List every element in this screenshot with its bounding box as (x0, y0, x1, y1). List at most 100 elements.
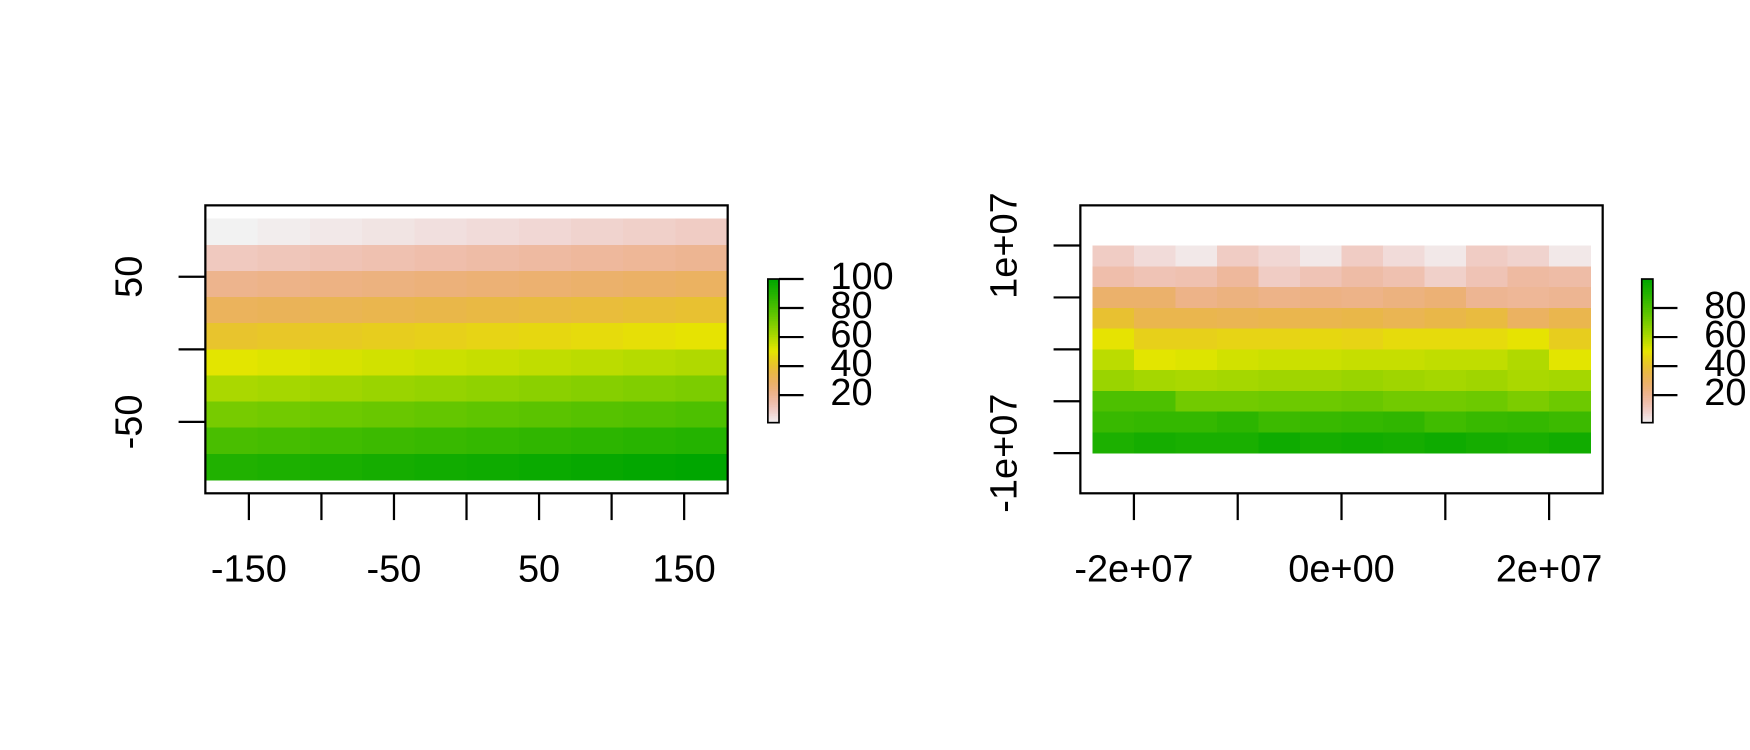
heatmap-cell (1507, 370, 1550, 392)
colorbar-swatch (767, 343, 780, 346)
colorbar-tick-label: 60 (1704, 314, 1746, 356)
heatmap-cell (309, 401, 363, 429)
colorbar-swatch (1641, 295, 1653, 298)
heatmap-cell (205, 323, 259, 350)
heatmap-cell (362, 218, 415, 246)
heatmap-cell (1299, 411, 1343, 433)
colorbar-swatch (1641, 316, 1653, 319)
colorbar-swatch (1641, 410, 1653, 413)
heatmap-cell (309, 453, 363, 481)
heatmap-cell (570, 218, 624, 246)
heatmap-cell (623, 349, 677, 377)
colorbar-swatch (1641, 293, 1653, 296)
heatmap-cell (1424, 390, 1467, 413)
heatmap-cell (518, 244, 572, 272)
heatmap-cell (623, 375, 677, 403)
heatmap-cell (1175, 245, 1218, 267)
colorbar-swatch (1641, 390, 1653, 393)
colorbar-tick-label: 20 (830, 372, 872, 414)
heatmap-cell (570, 453, 624, 481)
colorbar-swatch (767, 361, 780, 364)
colorbar-swatch (1641, 282, 1653, 285)
heatmap-cell (205, 244, 259, 272)
colorbar-swatch (1641, 338, 1653, 341)
heatmap-cell (1424, 266, 1467, 288)
heatmap-cell (466, 427, 520, 455)
heatmap-cell (1175, 390, 1218, 413)
colorbar-swatch (1641, 406, 1653, 409)
heatmap-cell (570, 270, 624, 298)
heatmap-cell (309, 270, 363, 298)
heatmap-cell (1383, 287, 1426, 309)
colorbar-swatch (767, 341, 780, 345)
colorbar-swatch (767, 318, 780, 321)
colorbar-swatch (767, 298, 780, 302)
colorbar-swatch (1641, 349, 1653, 352)
heatmap-cell (1466, 349, 1509, 371)
heatmap-cell (1092, 411, 1135, 433)
heatmap-cell (1133, 328, 1176, 350)
colorbar-swatch (767, 384, 780, 388)
heatmap-cell (675, 427, 729, 455)
heatmap-cell (205, 427, 259, 455)
colorbar-swatch (1641, 397, 1653, 400)
colorbar-swatch (1641, 377, 1653, 381)
colorbar-swatch (767, 375, 780, 379)
heatmap-cell (362, 375, 415, 403)
heatmap-cell (1424, 245, 1467, 267)
colorbar-swatch (1641, 358, 1653, 361)
colorbar-tick-label: 20 (1704, 372, 1746, 414)
heatmap-cell (1383, 432, 1426, 454)
colorbar-swatch (1641, 311, 1653, 314)
colorbar-swatch (1641, 325, 1653, 328)
colorbar-swatch (1641, 280, 1653, 284)
heatmap-cell (1466, 287, 1509, 309)
heatmap-cell (1507, 411, 1550, 433)
colorbar-swatch (767, 322, 780, 325)
colorbar-swatch (1641, 332, 1653, 336)
heatmap-cell (1507, 349, 1550, 371)
heatmap-cell (362, 349, 415, 377)
heatmap-cell (309, 244, 363, 272)
heatmap-cell (1549, 390, 1592, 413)
colorbar-swatch (767, 279, 780, 282)
heatmap-cell (257, 349, 311, 377)
colorbar-frame (1640, 278, 1654, 424)
colorbar-swatch (767, 352, 780, 355)
heatmap-cell (1549, 245, 1592, 267)
colorbar-swatch (1641, 343, 1653, 346)
heatmap-cell (466, 323, 520, 350)
colorbar-swatch (1641, 347, 1653, 350)
colorbar-swatch (1641, 329, 1653, 332)
heatmap-cell (1133, 307, 1176, 330)
y-tick-label: -1e+07 (984, 394, 1026, 513)
colorbar-swatch (767, 280, 780, 284)
heatmap-cell (1383, 370, 1426, 392)
colorbar-swatch (767, 296, 780, 300)
colorbar-swatch (767, 350, 780, 354)
heatmap-cell (1133, 349, 1176, 371)
heatmap-cell (1424, 370, 1467, 392)
colorbar-swatch (767, 406, 780, 409)
colorbar-swatch (767, 356, 780, 359)
heatmap-cell (414, 270, 468, 298)
colorbar-swatch (1641, 401, 1653, 404)
colorbar-swatch (1641, 411, 1653, 415)
heatmap-cell (414, 375, 468, 403)
heatmap-cell (1175, 287, 1218, 309)
heatmap-cell (1507, 432, 1550, 454)
colorbar-swatch (1641, 313, 1653, 316)
colorbar-swatch (767, 309, 780, 312)
heatmap-cell (1092, 349, 1135, 371)
heatmap-cell (1299, 266, 1343, 288)
colorbar-swatch (1641, 374, 1653, 377)
colorbar-swatch (767, 388, 780, 391)
colorbar-swatch (767, 323, 780, 327)
heatmap-cell (1341, 370, 1384, 392)
heatmap-cell (1507, 287, 1550, 309)
heatmap-cell (362, 427, 415, 455)
heatmap-cell (623, 270, 677, 298)
heatmap-cell (1216, 266, 1260, 288)
heatmap-cell (623, 401, 677, 429)
heatmap-cell (362, 270, 415, 298)
